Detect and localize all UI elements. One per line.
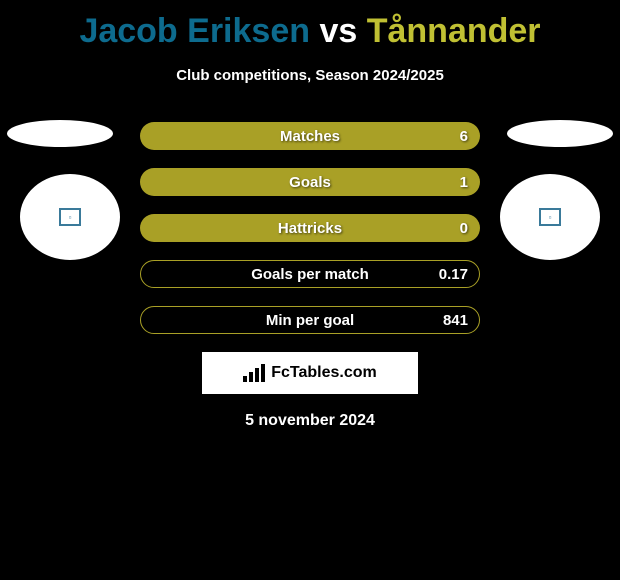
- stat-label: Hattricks: [140, 220, 480, 237]
- stat-row: Hattricks 0: [140, 214, 480, 242]
- placeholder-icon: ▫: [539, 208, 561, 226]
- stat-label: Goals: [140, 174, 480, 191]
- player2-name: Tånnander: [367, 12, 541, 50]
- stat-value: 0.17: [439, 266, 468, 283]
- stat-value: 0: [460, 220, 468, 237]
- placeholder-icon: ▫: [59, 208, 81, 226]
- player2-badge: ▫: [500, 174, 600, 260]
- vs-text: vs: [319, 12, 357, 50]
- date-text: 5 november 2024: [0, 412, 620, 430]
- player1-name: Jacob Eriksen: [79, 12, 310, 50]
- comparison-title: Jacob Eriksen vs Tånnander: [0, 0, 620, 51]
- stat-row: Min per goal 841: [140, 306, 480, 334]
- player1-badge: ▫: [20, 174, 120, 260]
- chart-icon: [243, 364, 265, 382]
- player2-disc: [507, 120, 613, 147]
- stat-label: Min per goal: [140, 312, 480, 329]
- stat-row: Goals per match 0.17: [140, 260, 480, 288]
- stats-section: ▫ ▫ Matches 6 Goals 1 Hattricks 0 Goals …: [0, 122, 620, 430]
- stat-value: 841: [443, 312, 468, 329]
- stat-value: 1: [460, 174, 468, 191]
- brand-name: FcTables.com: [271, 364, 377, 382]
- stat-value: 6: [460, 128, 468, 145]
- brand-badge[interactable]: FcTables.com: [202, 352, 418, 394]
- subtitle: Club competitions, Season 2024/2025: [0, 67, 620, 84]
- stat-row: Matches 6: [140, 122, 480, 150]
- player1-disc: [7, 120, 113, 147]
- stat-label: Matches: [140, 128, 480, 145]
- stat-row: Goals 1: [140, 168, 480, 196]
- stat-bars: Matches 6 Goals 1 Hattricks 0 Goals per …: [140, 122, 480, 334]
- stat-label: Goals per match: [140, 266, 480, 283]
